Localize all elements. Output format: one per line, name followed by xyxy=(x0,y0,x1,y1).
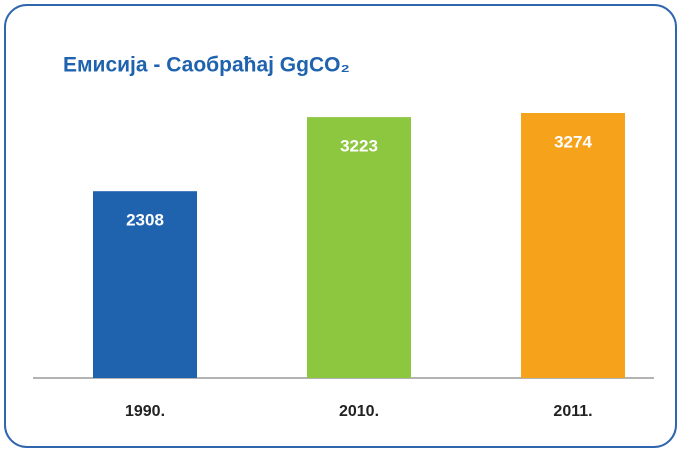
value-label: 2308 xyxy=(126,211,164,230)
bar xyxy=(521,113,625,378)
value-label: 3223 xyxy=(340,137,378,156)
chart-title: Емисија - Саобраћај GgCO₂ xyxy=(63,54,350,77)
x-tick-label: 2010. xyxy=(339,403,379,420)
bar xyxy=(307,117,411,378)
value-label: 3274 xyxy=(554,132,592,151)
x-tick-label: 2011. xyxy=(553,403,592,420)
bar xyxy=(93,191,197,378)
x-tick-label: 1990. xyxy=(125,403,165,420)
